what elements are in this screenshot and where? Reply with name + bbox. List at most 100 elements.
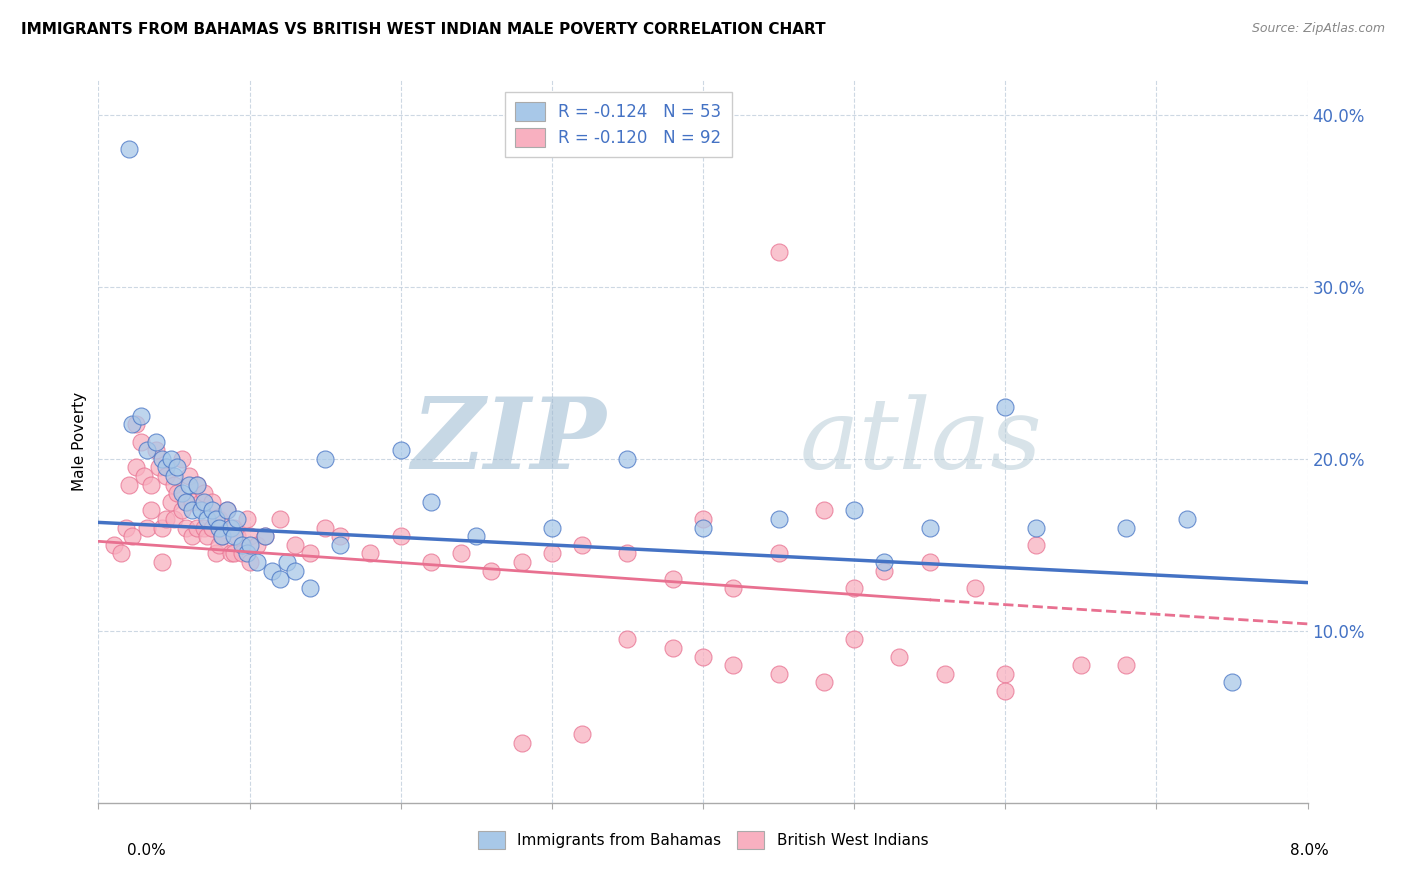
Point: [661, 572, 683, 586]
Point: [616, 451, 638, 466]
Point: [571, 727, 593, 741]
Point: [186, 477, 208, 491]
Point: [174, 494, 197, 508]
Point: [450, 546, 472, 560]
Text: Source: ZipAtlas.com: Source: ZipAtlas.com: [1251, 22, 1385, 36]
Point: [160, 494, 183, 508]
Point: [132, 469, 155, 483]
Point: [181, 494, 204, 508]
Point: [125, 460, 148, 475]
Point: [768, 512, 790, 526]
Point: [692, 512, 714, 526]
Point: [616, 546, 638, 560]
Point: [141, 503, 163, 517]
Point: [205, 546, 228, 560]
Point: [201, 520, 224, 534]
Point: [231, 538, 253, 552]
Point: [205, 512, 228, 526]
Point: [284, 564, 307, 578]
Text: ZIP: ZIP: [412, 393, 606, 490]
Point: [231, 546, 253, 560]
Point: [114, 520, 136, 534]
Point: [1024, 538, 1046, 552]
Point: [389, 443, 412, 458]
Point: [253, 529, 276, 543]
Point: [193, 520, 215, 534]
Point: [571, 538, 593, 552]
Point: [129, 434, 152, 449]
Text: 0.0%: 0.0%: [127, 843, 166, 858]
Point: [224, 520, 246, 534]
Point: [211, 529, 233, 543]
Point: [253, 529, 276, 543]
Point: [360, 546, 382, 560]
Point: [170, 451, 193, 466]
Point: [246, 538, 269, 552]
Point: [179, 469, 201, 483]
Point: [125, 417, 148, 432]
Point: [465, 529, 488, 543]
Point: [163, 512, 186, 526]
Point: [481, 564, 503, 578]
Text: 8.0%: 8.0%: [1289, 843, 1329, 858]
Point: [723, 581, 745, 595]
Y-axis label: Male Poverty: Male Poverty: [72, 392, 87, 491]
Point: [221, 546, 243, 560]
Point: [239, 538, 262, 552]
Point: [1115, 658, 1137, 673]
Point: [723, 658, 745, 673]
Point: [235, 546, 257, 560]
Point: [1070, 658, 1092, 673]
Point: [269, 512, 291, 526]
Point: [170, 486, 193, 500]
Point: [155, 460, 177, 475]
Point: [226, 512, 249, 526]
Point: [201, 503, 224, 517]
Point: [163, 477, 186, 491]
Point: [208, 512, 231, 526]
Point: [813, 503, 835, 517]
Point: [208, 538, 231, 552]
Point: [166, 460, 188, 475]
Point: [235, 512, 257, 526]
Point: [329, 538, 352, 552]
Point: [420, 555, 443, 569]
Point: [918, 520, 941, 534]
Point: [873, 555, 896, 569]
Point: [179, 477, 201, 491]
Point: [160, 451, 183, 466]
Point: [768, 666, 790, 681]
Point: [239, 529, 262, 543]
Point: [276, 555, 298, 569]
Point: [150, 555, 173, 569]
Point: [170, 503, 193, 517]
Point: [174, 494, 197, 508]
Point: [141, 477, 163, 491]
Point: [844, 503, 866, 517]
Point: [314, 451, 336, 466]
Point: [118, 477, 141, 491]
Point: [299, 546, 322, 560]
Point: [201, 494, 224, 508]
Point: [934, 666, 956, 681]
Text: atlas: atlas: [800, 394, 1042, 489]
Point: [163, 469, 186, 483]
Point: [150, 520, 173, 534]
Point: [768, 546, 790, 560]
Point: [616, 632, 638, 647]
Point: [145, 434, 167, 449]
Point: [135, 443, 157, 458]
Point: [208, 520, 231, 534]
Point: [195, 512, 218, 526]
Point: [299, 581, 322, 595]
Point: [994, 684, 1017, 698]
Point: [226, 529, 249, 543]
Point: [844, 581, 866, 595]
Point: [155, 469, 177, 483]
Point: [813, 675, 835, 690]
Point: [994, 400, 1017, 414]
Point: [844, 632, 866, 647]
Point: [692, 520, 714, 534]
Point: [129, 409, 152, 423]
Point: [768, 245, 790, 260]
